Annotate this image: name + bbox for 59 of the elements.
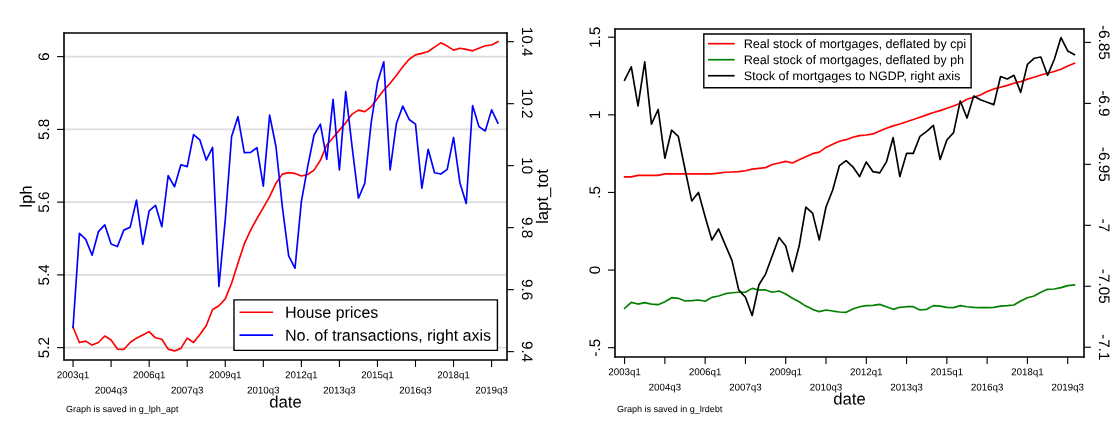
x-tick-label: 2015q1 bbox=[361, 371, 394, 381]
y-tick-label: 1.5 bbox=[589, 27, 601, 47]
x-tick-label: 2006q1 bbox=[133, 371, 165, 381]
y2-tick-label: -6.95 bbox=[1098, 147, 1110, 182]
x-tick-label: 2003q1 bbox=[608, 368, 641, 378]
legend-label: Stock of mortgages to NGDP, right axis bbox=[744, 71, 960, 83]
y2-tick-label: 9.6 bbox=[521, 279, 533, 300]
y-tick-label: 5.4 bbox=[38, 264, 50, 285]
y2-tick-label: 9.4 bbox=[521, 341, 533, 362]
legend-label: House prices bbox=[286, 306, 378, 322]
x-tick-label: 2007q3 bbox=[729, 383, 762, 393]
x-tick-label: 2016q3 bbox=[399, 386, 432, 396]
y-tick-label: 5.6 bbox=[38, 192, 50, 213]
line-series bbox=[623, 36, 1076, 317]
y-tick-label: 1 bbox=[589, 111, 601, 118]
x-tick-label: 2019q3 bbox=[1051, 383, 1084, 393]
x-tick-label: 2012q1 bbox=[285, 371, 318, 381]
y-axis-title: lph bbox=[19, 186, 36, 207]
y-tick-label: .5 bbox=[589, 186, 601, 198]
x-tick-label: 2006q1 bbox=[689, 368, 721, 378]
y2-tick-label: -6.9 bbox=[1098, 90, 1110, 116]
x-tick-label: 2015q1 bbox=[931, 368, 963, 378]
x-tick-label: 2009q1 bbox=[769, 368, 802, 378]
x-tick-label: 2010q3 bbox=[247, 386, 280, 396]
text: Graph is saved in g_lrdebt bbox=[617, 405, 723, 414]
y2-tick-label: 10.2 bbox=[521, 89, 533, 118]
x-tick-label: 2016q3 bbox=[971, 383, 1003, 393]
y2-tick-label: 9.8 bbox=[521, 217, 533, 238]
x-tick-label: 2009q1 bbox=[209, 371, 241, 381]
x-tick-label: 2010q3 bbox=[810, 383, 842, 393]
y-tick-label: -.5 bbox=[589, 339, 601, 356]
y2-tick-label: -7.05 bbox=[1098, 269, 1110, 304]
x-tick-label: 2013q3 bbox=[890, 383, 923, 393]
y2-axis-title: lapt_tot bbox=[535, 169, 552, 223]
x-tick-label: 2013q3 bbox=[323, 386, 356, 396]
legend-label: Real stock of mortgages, deflated by ph bbox=[744, 55, 964, 67]
x-tick-label: 2003q1 bbox=[57, 371, 89, 381]
y2-tick-label: -7.1 bbox=[1098, 334, 1110, 360]
x-tick-label: 2018q1 bbox=[437, 371, 470, 381]
x-tick-label: 2019q3 bbox=[475, 386, 508, 396]
y-tick-label: 0 bbox=[589, 266, 601, 274]
y2-tick-label: 10 bbox=[521, 158, 533, 174]
legend-label: No. of transactions, right axis bbox=[286, 329, 491, 345]
x-tick-label: 2012q1 bbox=[850, 368, 883, 378]
line-series bbox=[623, 284, 1076, 314]
x-axis-title: date bbox=[833, 392, 865, 405]
y-tick-label: 6 bbox=[38, 53, 50, 61]
y-tick-label: 5.8 bbox=[38, 119, 50, 140]
y2-tick-label: 10.4 bbox=[521, 27, 533, 57]
x-tick-label: 2004q3 bbox=[649, 383, 681, 393]
x-tick-label: 2018q1 bbox=[1011, 368, 1044, 378]
y-tick-label: 5.2 bbox=[38, 337, 50, 358]
x-tick-label: 2007q3 bbox=[171, 386, 203, 396]
legend-label: Real stock of mortgages, deflated by cpi bbox=[744, 39, 966, 51]
x-axis-title: date bbox=[269, 395, 301, 408]
y2-tick-label: -6.85 bbox=[1098, 25, 1110, 60]
text: Graph is saved in g_lph_apt bbox=[66, 405, 179, 414]
y2-tick-label: -7 bbox=[1098, 219, 1110, 232]
x-tick-label: 2004q3 bbox=[95, 386, 127, 396]
